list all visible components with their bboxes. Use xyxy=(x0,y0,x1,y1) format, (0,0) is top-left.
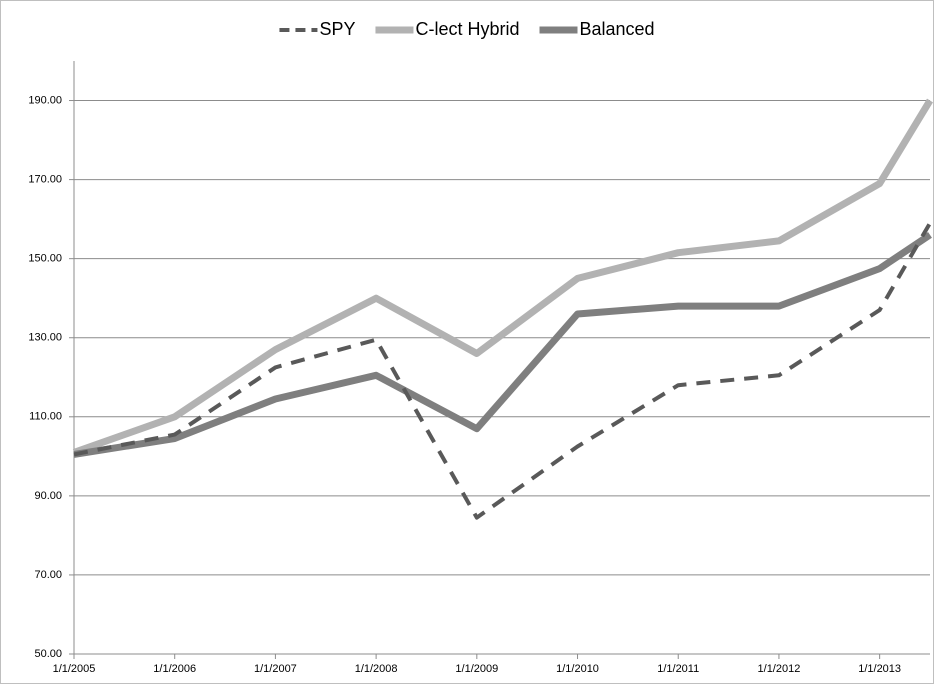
y-tick-label: 110.00 xyxy=(29,411,62,423)
y-tick-label: 90.00 xyxy=(34,490,62,502)
series-line xyxy=(73,231,932,458)
legend-label: Balanced xyxy=(580,19,655,39)
y-tick-label: 50.00 xyxy=(34,648,62,660)
y-tick-label: 150.00 xyxy=(28,253,62,265)
series-line xyxy=(72,98,933,456)
x-tick-label: 1/1/2011 xyxy=(657,663,699,675)
x-tick-label: 1/1/2005 xyxy=(53,663,96,675)
legend-label: C-lect Hybrid xyxy=(415,19,519,39)
y-tick-label: 170.00 xyxy=(28,174,62,186)
x-tick-label: 1/1/2008 xyxy=(355,663,398,675)
x-tick-label: 1/1/2009 xyxy=(455,663,498,675)
x-tick-label: 1/1/2013 xyxy=(858,663,901,675)
legend-label: SPY xyxy=(319,19,355,39)
x-tick-label: 1/1/2012 xyxy=(758,663,801,675)
x-tick-label: 1/1/2010 xyxy=(556,663,599,675)
y-tick-label: 70.00 xyxy=(34,569,62,581)
x-tick-label: 1/1/2006 xyxy=(153,663,196,675)
y-tick-label: 190.00 xyxy=(28,94,62,106)
y-tick-label: 130.00 xyxy=(28,332,62,344)
x-tick-label: 1/1/2007 xyxy=(254,663,297,675)
